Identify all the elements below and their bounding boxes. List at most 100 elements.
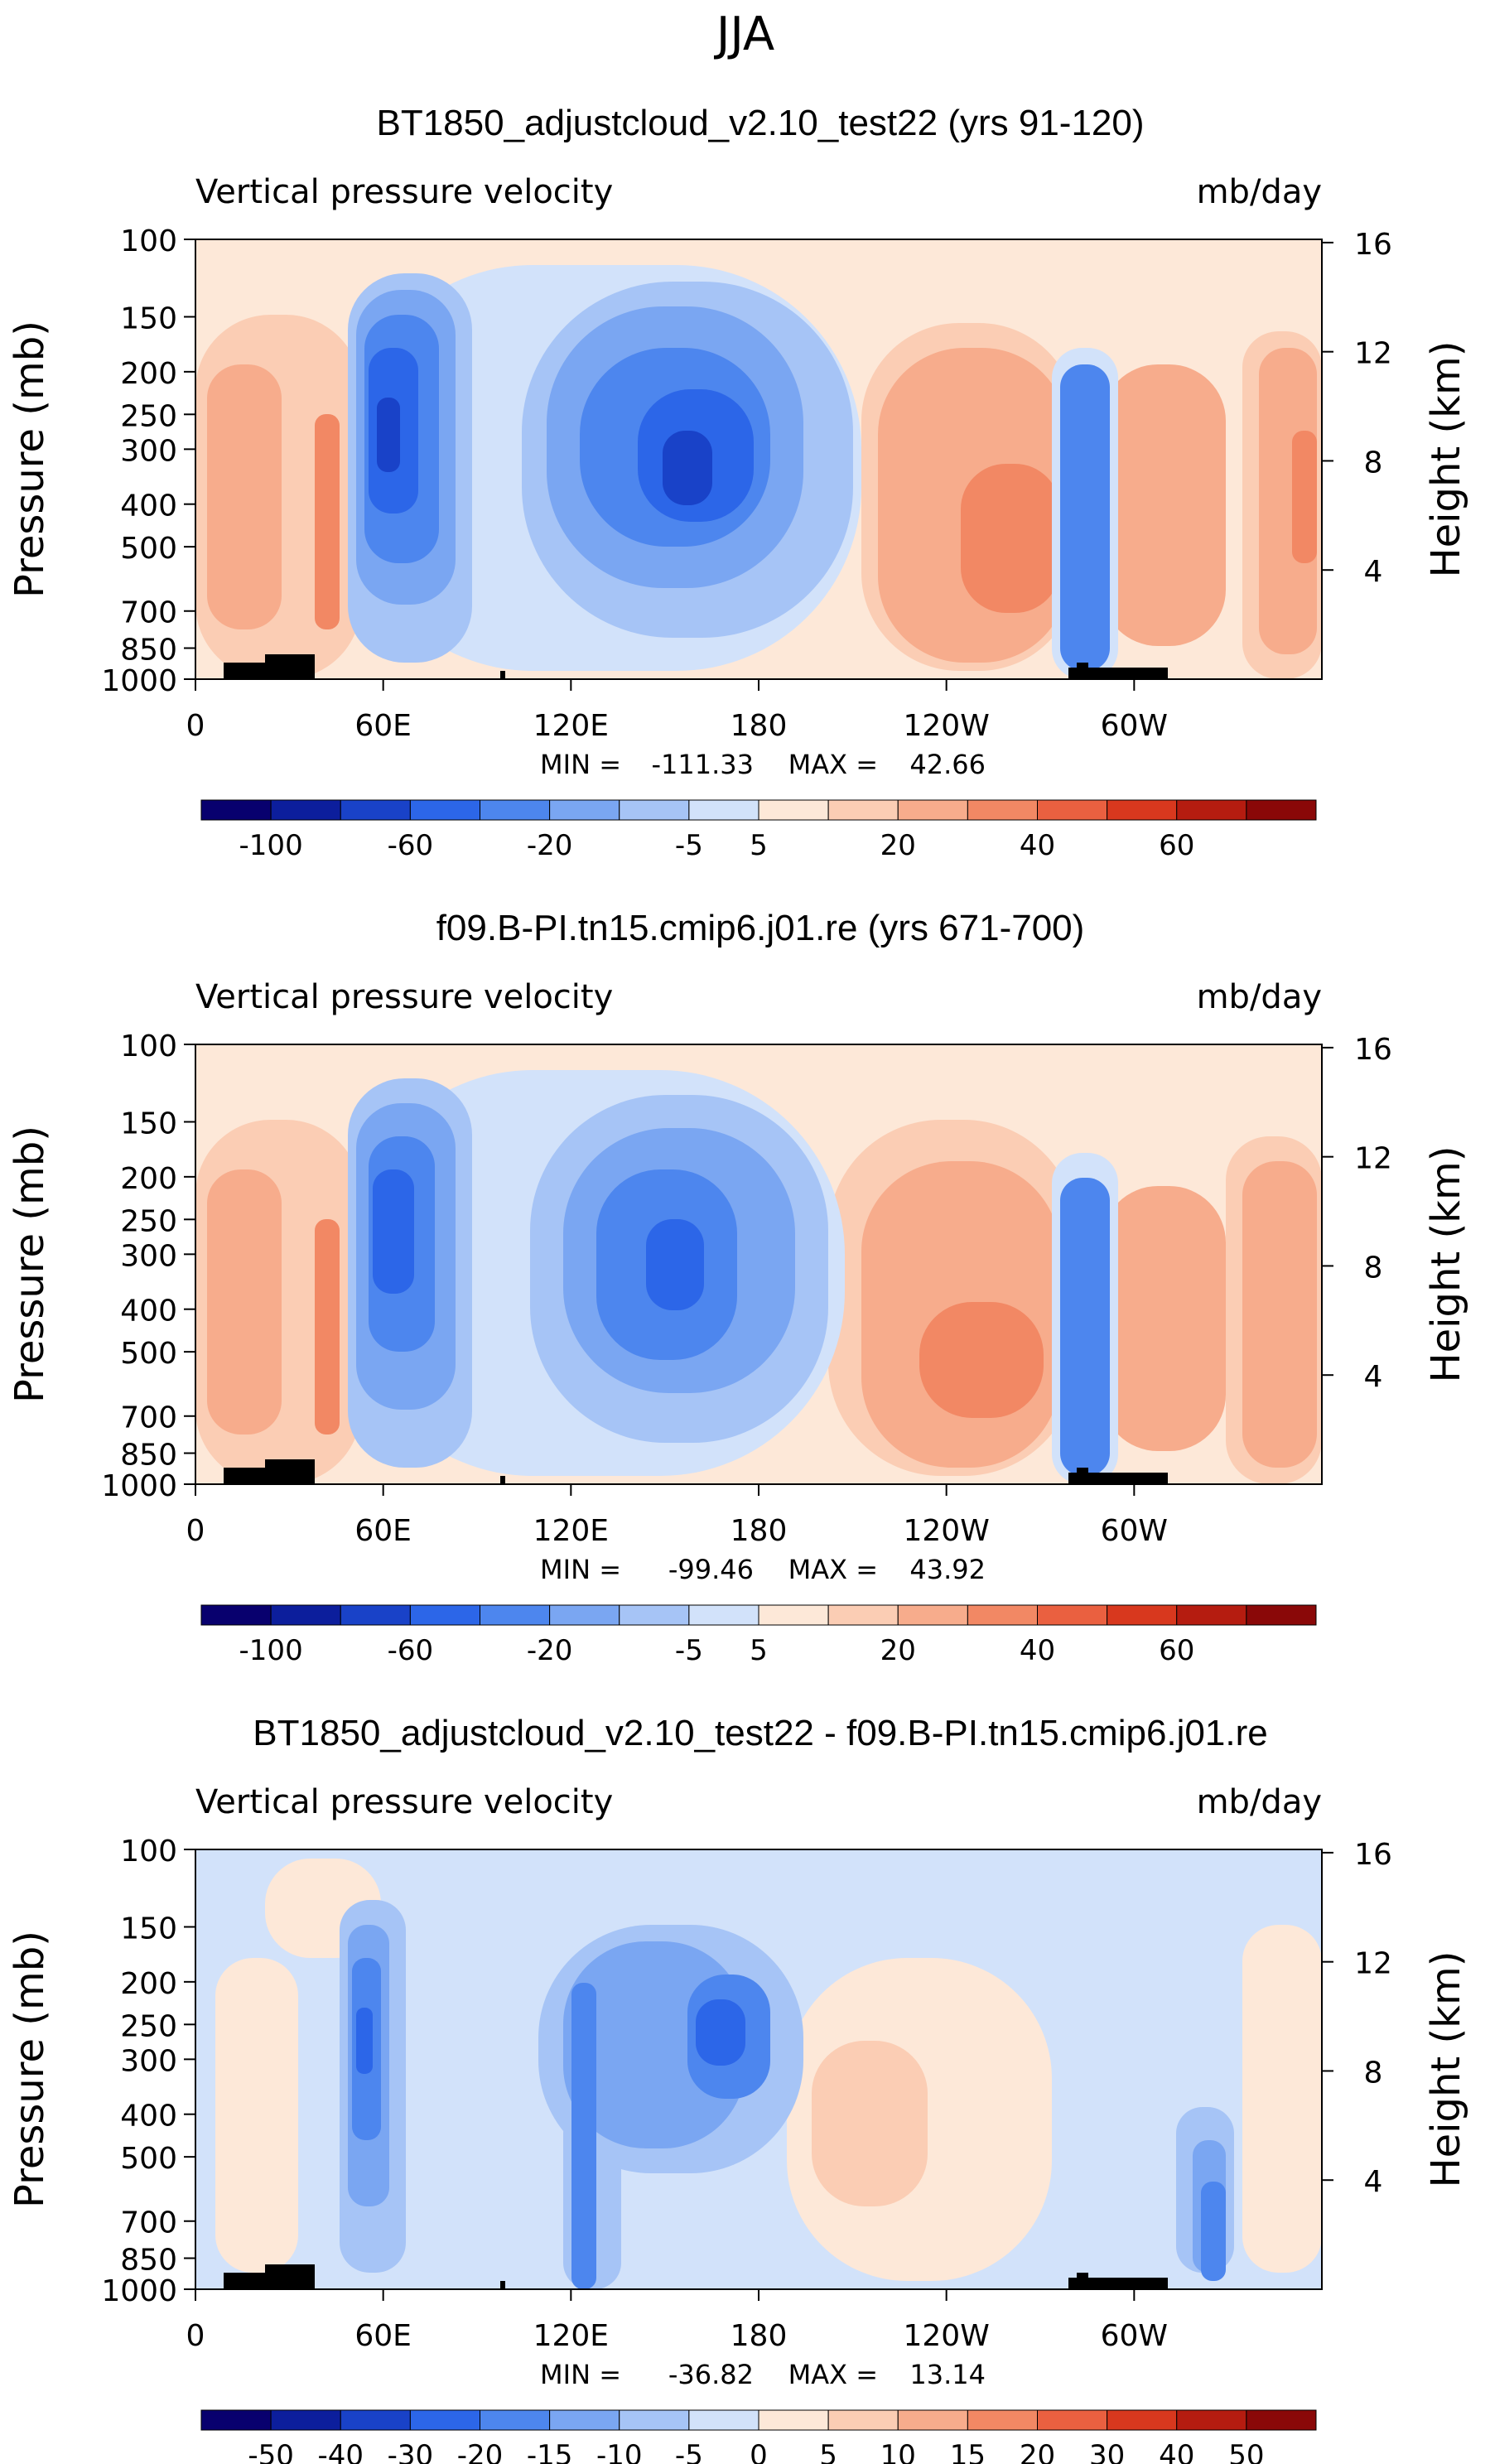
colorbar-segment: [1246, 2409, 1317, 2431]
chart-panel-3: BT1850_adjustcloud_v2.10_test22 - f09.B-…: [7, 1713, 1469, 2464]
colorbar-segment: [340, 2409, 411, 2431]
y-tick-label: 500: [120, 532, 177, 566]
contour-field: [195, 239, 1322, 679]
y-tick-label: 1000: [101, 1469, 177, 1503]
colorbar-segment: [480, 799, 551, 821]
colorbar-segment: [480, 2409, 551, 2431]
contour-region: [571, 1983, 596, 2289]
min-label: MIN =: [540, 1554, 621, 1585]
colorbar-label: 0: [750, 2439, 768, 2464]
colorbar-label: 60: [1159, 1634, 1194, 1667]
subtitle-variable: Vertical pressure velocity: [195, 173, 613, 211]
land-mask: [1077, 2273, 1088, 2289]
colorbar-segment: [200, 1604, 272, 1626]
y-right-tick-label: 8: [1364, 446, 1383, 480]
colorbar-segment: [897, 2409, 968, 2431]
season-title: JJA: [714, 7, 774, 61]
subtitle-units: mb/day: [1197, 173, 1322, 211]
x-tick-label: 0: [186, 2319, 205, 2353]
colorbar-label: 40: [1020, 1634, 1055, 1667]
colorbar-label: 10: [880, 2439, 916, 2464]
min-label: MIN =: [540, 2359, 621, 2390]
contour-region: [1060, 1178, 1110, 1476]
y-tick-label: 500: [120, 2142, 177, 2176]
colorbar-segment: [758, 1604, 829, 1626]
y-axis-label: Pressure (mb): [7, 1126, 53, 1403]
colorbar-segment: [1246, 1604, 1317, 1626]
min-label: MIN =: [540, 749, 621, 780]
land-mask: [1068, 668, 1168, 679]
max-value: 43.92: [909, 1554, 986, 1585]
y-right-tick-label: 4: [1364, 555, 1383, 589]
y-right-tick-label: 12: [1354, 1947, 1392, 1981]
max-label: MAX =: [788, 1554, 878, 1585]
colorbar-segment: [619, 799, 690, 821]
y-tick-label: 200: [120, 1967, 177, 2001]
colorbar-label: -10: [596, 2439, 643, 2464]
colorbar-segment: [270, 799, 341, 821]
colorbar-label: 20: [880, 1634, 916, 1667]
contour-region: [207, 364, 282, 629]
subtitle-units: mb/day: [1197, 978, 1322, 1016]
x-tick-label: 180: [731, 709, 788, 743]
y-tick-label: 200: [120, 357, 177, 391]
y-right-tick-label: 16: [1354, 1838, 1392, 1872]
colorbar-segment: [1176, 799, 1247, 821]
y-tick-label: 700: [120, 1401, 177, 1435]
contour-region: [215, 1958, 298, 2273]
x-tick-label: 120E: [533, 1514, 609, 1548]
x-tick-label: 180: [731, 1514, 788, 1548]
x-tick-label: 120W: [904, 2319, 990, 2353]
colorbar-segment: [200, 799, 272, 821]
colorbar-segment: [619, 2409, 690, 2431]
max-value: 42.66: [909, 749, 986, 780]
contour-region: [1259, 348, 1317, 654]
colorbar-segment: [200, 2409, 272, 2431]
x-tick-label: 60W: [1101, 2319, 1168, 2353]
colorbar-segment: [1037, 1604, 1108, 1626]
colorbar-segment: [897, 799, 968, 821]
max-label: MAX =: [788, 749, 878, 780]
y-tick-label: 150: [120, 302, 177, 336]
colorbar-segment: [1107, 1604, 1178, 1626]
y-tick-label: 850: [120, 634, 177, 668]
y-tick-label: 300: [120, 434, 177, 468]
colorbar-label: -100: [239, 829, 303, 862]
contour-region: [1292, 431, 1317, 563]
panel-title: BT1850_adjustcloud_v2.10_test22 (yrs 91-…: [376, 103, 1144, 143]
colorbar-label: -20: [527, 1634, 573, 1667]
contour-region: [315, 1219, 340, 1435]
land-mask: [265, 1459, 315, 1484]
x-tick-label: 60E: [354, 2319, 412, 2353]
y-tick-label: 250: [120, 399, 177, 433]
colorbar-label: 20: [880, 829, 916, 862]
panels: BT1850_adjustcloud_v2.10_test22 (yrs 91-…: [7, 103, 1469, 2464]
land-mask: [1068, 2278, 1168, 2289]
contour-region: [315, 414, 340, 629]
contour-region: [1242, 1161, 1317, 1468]
chart-panel-1: BT1850_adjustcloud_v2.10_test22 (yrs 91-…: [7, 103, 1469, 862]
land-mask: [1077, 663, 1088, 679]
x-tick-label: 180: [731, 2319, 788, 2353]
y-tick-label: 250: [120, 2009, 177, 2043]
colorbar-segment: [270, 1604, 341, 1626]
subtitle-variable: Vertical pressure velocity: [195, 978, 613, 1016]
contour-region: [207, 1169, 282, 1435]
colorbar-segment: [1176, 2409, 1247, 2431]
x-tick-label: 0: [186, 1514, 205, 1548]
chart-panel-2: f09.B-PI.tn15.cmip6.j01.re (yrs 671-700)…: [7, 908, 1469, 1667]
colorbar-label: -15: [527, 2439, 573, 2464]
land-mask: [1077, 1468, 1088, 1484]
y-tick-label: 300: [120, 2044, 177, 2078]
y-tick-label: 400: [120, 489, 177, 523]
y-tick-label: 700: [120, 2206, 177, 2240]
x-tick-label: 120E: [533, 2319, 609, 2353]
colorbar-label: -30: [388, 2439, 434, 2464]
y-right-tick-label: 8: [1364, 2056, 1383, 2090]
panel-title: f09.B-PI.tn15.cmip6.j01.re (yrs 671-700): [436, 908, 1085, 948]
y-tick-label: 250: [120, 1204, 177, 1238]
colorbar-label: 5: [750, 829, 768, 862]
colorbar-segment: [619, 1604, 690, 1626]
y-right-tick-label: 4: [1364, 1360, 1383, 1394]
land-mask: [500, 1476, 505, 1484]
